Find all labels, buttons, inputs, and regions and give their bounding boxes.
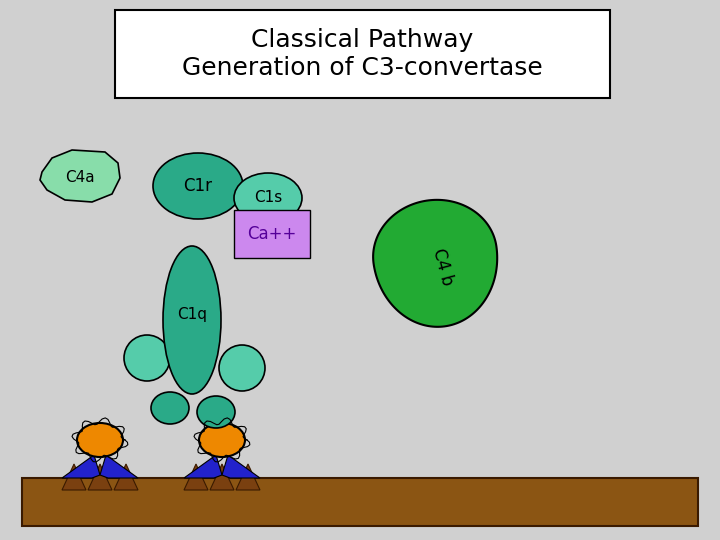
- Polygon shape: [62, 455, 100, 478]
- Text: C1r: C1r: [184, 177, 212, 195]
- Ellipse shape: [151, 392, 189, 424]
- Polygon shape: [88, 464, 112, 490]
- Polygon shape: [184, 455, 222, 478]
- Polygon shape: [210, 464, 234, 490]
- Ellipse shape: [234, 173, 302, 223]
- Bar: [234, 210, 310, 258]
- FancyBboxPatch shape: [115, 10, 610, 98]
- Ellipse shape: [163, 246, 221, 394]
- Polygon shape: [236, 464, 260, 490]
- Ellipse shape: [77, 423, 123, 457]
- Ellipse shape: [124, 335, 170, 381]
- Text: C4a: C4a: [66, 171, 95, 186]
- Ellipse shape: [219, 345, 265, 391]
- Ellipse shape: [199, 423, 245, 457]
- Text: C1s: C1s: [254, 191, 282, 206]
- Polygon shape: [40, 150, 120, 202]
- Polygon shape: [100, 455, 138, 478]
- Polygon shape: [222, 455, 260, 478]
- Polygon shape: [373, 200, 498, 327]
- Bar: [22, 478, 698, 526]
- Text: Ca++: Ca++: [247, 225, 297, 243]
- Polygon shape: [62, 464, 86, 490]
- Text: C4 b: C4 b: [429, 246, 456, 288]
- Text: C1q: C1q: [177, 307, 207, 322]
- Polygon shape: [184, 464, 208, 490]
- Polygon shape: [114, 464, 138, 490]
- Ellipse shape: [153, 153, 243, 219]
- Text: Classical Pathway
Generation of C3-convertase: Classical Pathway Generation of C3-conve…: [181, 28, 542, 80]
- Ellipse shape: [197, 396, 235, 428]
